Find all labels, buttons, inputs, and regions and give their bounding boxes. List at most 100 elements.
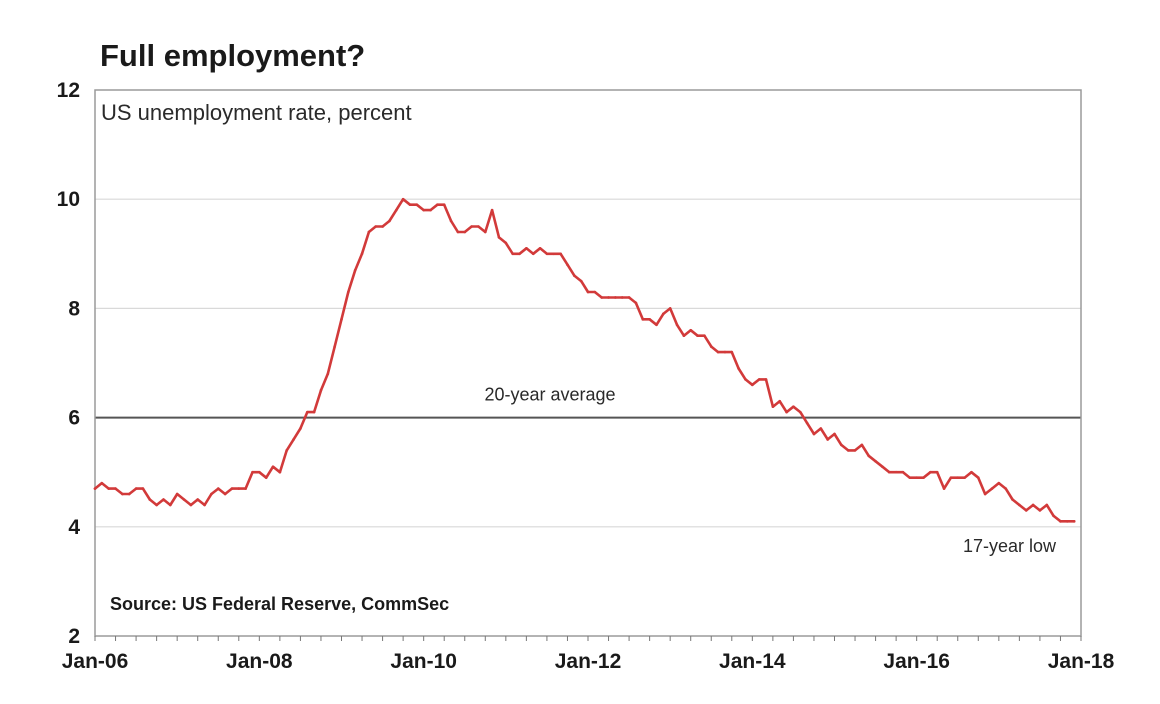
data-point (148, 498, 152, 501)
data-point (470, 225, 473, 228)
x-tick-label: Jan-06 (62, 650, 129, 673)
data-point (634, 301, 638, 305)
data-point (1059, 520, 1062, 523)
data-point (175, 492, 179, 496)
data-point (244, 487, 247, 490)
data-point (792, 405, 795, 408)
data-point (394, 208, 398, 212)
data-point (477, 225, 480, 228)
data-point (525, 247, 528, 250)
data-point (833, 432, 836, 436)
data-point (121, 492, 124, 496)
data-point (970, 470, 973, 474)
data-point (559, 252, 562, 256)
data-point (662, 312, 665, 316)
data-point (942, 487, 946, 490)
data-point (771, 405, 775, 408)
data-point (114, 487, 117, 490)
data-point (600, 296, 603, 299)
x-tick-label: Jan-14 (719, 650, 786, 673)
data-point (716, 350, 720, 354)
data-point (107, 487, 110, 490)
data-point (785, 410, 788, 414)
data-point (278, 470, 282, 474)
data-point (347, 290, 350, 294)
x-tick-label: Jan-10 (390, 650, 457, 673)
data-point (1024, 509, 1028, 512)
data-point (155, 503, 158, 507)
y-tick-label: 12 (57, 79, 80, 102)
data-point (798, 410, 802, 414)
data-point (627, 296, 631, 299)
data-point (887, 470, 891, 474)
data-point (203, 503, 206, 507)
data-point (292, 438, 295, 441)
unemployment-rate-line (93, 197, 1076, 523)
data-point (1018, 503, 1021, 507)
gridlines (95, 198, 1081, 528)
data-point (237, 487, 241, 490)
data-point (566, 263, 569, 267)
y-tick-label: 4 (68, 516, 80, 539)
data-point (689, 328, 693, 332)
data-point (264, 476, 268, 479)
x-axis-ticks: Jan-06 Jan-08 Jan-10 Jan-12 Jan-14 Jan-16 Jan-… (62, 636, 1115, 673)
data-point (737, 367, 740, 370)
data-point (134, 487, 138, 490)
y-tick-label: 10 (57, 188, 80, 211)
data-point (285, 449, 289, 452)
data-point (251, 470, 254, 474)
data-point (846, 449, 850, 452)
data-point (305, 410, 309, 414)
data-point (511, 252, 514, 256)
data-point (1052, 514, 1055, 518)
data-point (579, 279, 583, 283)
y-tick-label: 8 (68, 297, 80, 320)
data-point (429, 208, 432, 212)
data-point (593, 290, 597, 294)
data-point (641, 318, 645, 321)
data-point (223, 492, 227, 496)
data-point (675, 323, 679, 327)
data-point (935, 470, 939, 474)
data-point (333, 345, 336, 348)
data-point (169, 503, 172, 507)
source-note: Source: US Federal Reserve, CommSec (110, 594, 449, 614)
data-point (620, 296, 624, 299)
x-tick-label: Jan-16 (883, 650, 950, 673)
data-point (908, 476, 912, 479)
data-point (1072, 520, 1076, 523)
data-point (929, 470, 932, 474)
data-point (668, 307, 672, 310)
data-point (545, 252, 549, 256)
data-point (819, 427, 823, 430)
plot-frame (94, 89, 1082, 637)
data-point (100, 481, 104, 485)
data-point (531, 252, 535, 256)
data-point (901, 470, 905, 474)
data-point (1045, 503, 1049, 507)
x-tick-label: Jan-08 (226, 650, 293, 673)
data-point (764, 378, 768, 381)
data-point (963, 476, 966, 479)
data-point (127, 492, 131, 496)
data-point (778, 399, 782, 403)
data-point (490, 208, 494, 212)
x-tick-label: Jan-18 (1048, 650, 1115, 673)
data-point (812, 432, 816, 436)
data-point (360, 252, 364, 256)
data-point (723, 350, 727, 354)
data-point (757, 378, 761, 381)
data-point (826, 438, 829, 441)
low-annotation: 17-year low (963, 536, 1057, 556)
data-point (881, 465, 884, 469)
data-point (860, 443, 864, 447)
data-point (422, 208, 425, 212)
data-point (483, 230, 487, 234)
data-point (1038, 509, 1042, 512)
data-point (449, 219, 453, 223)
data-point (312, 410, 316, 414)
data-point (216, 487, 220, 490)
data-point (141, 487, 145, 490)
data-point (456, 230, 460, 234)
